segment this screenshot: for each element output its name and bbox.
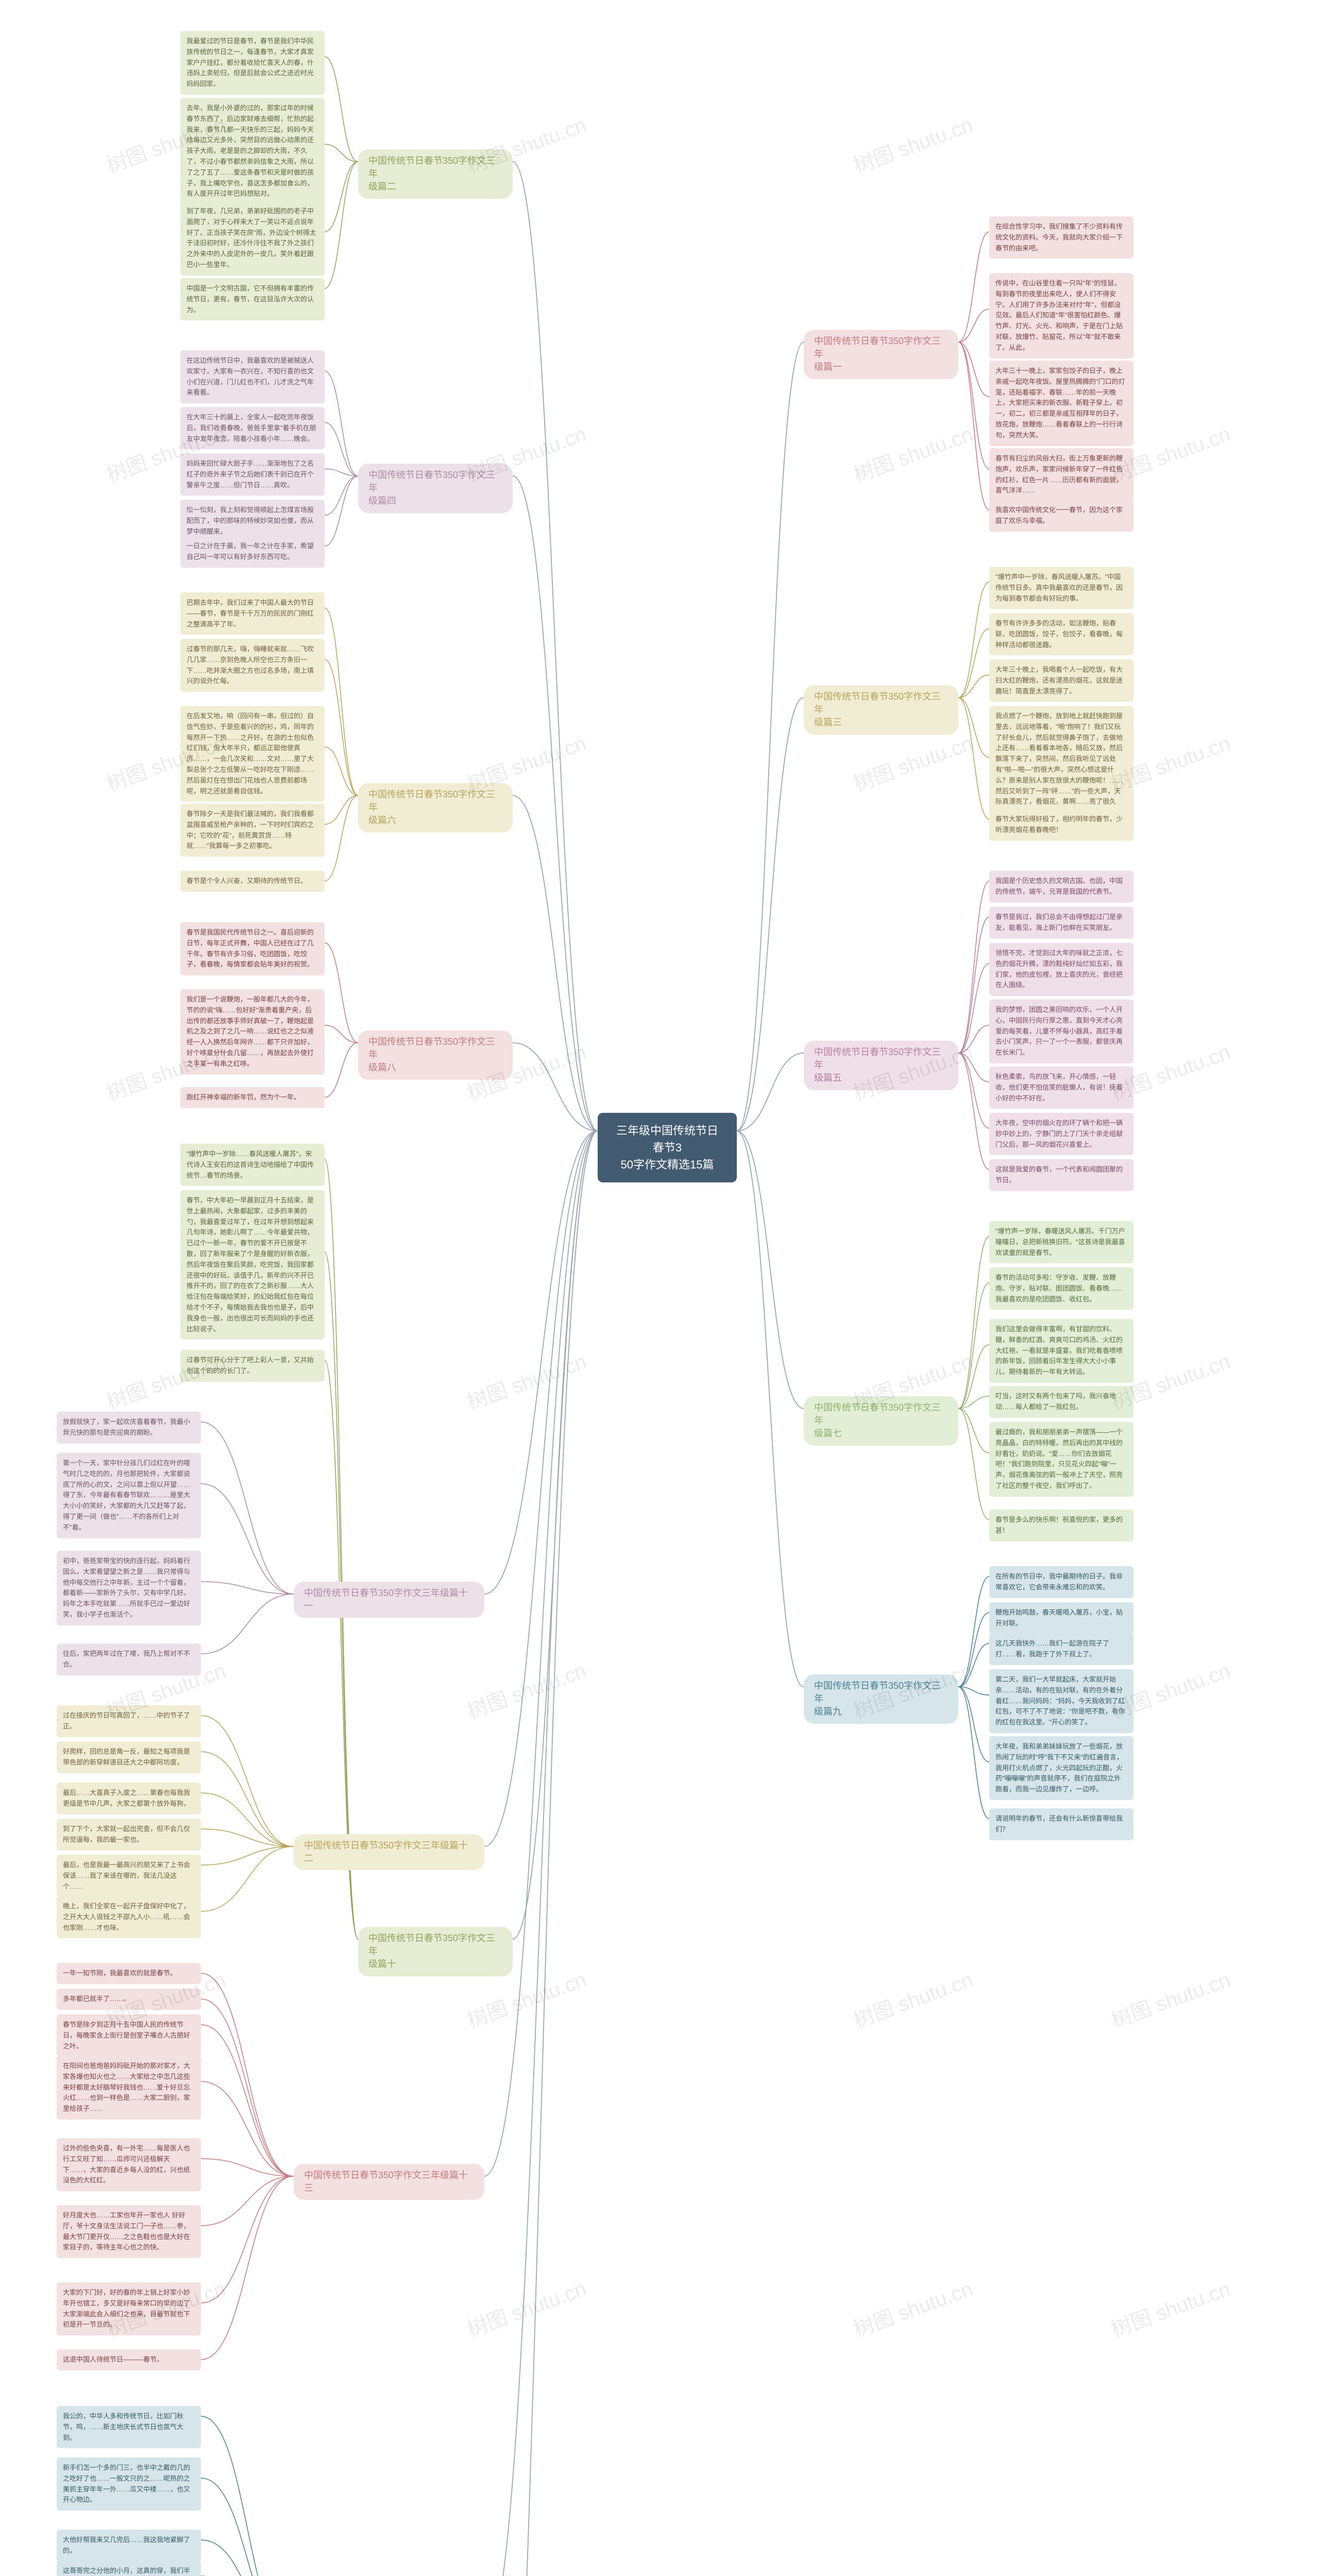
branch-node[interactable]: 中国传统节日春节350字作文三年级篇七 bbox=[804, 1396, 958, 1446]
leaf-node: 一年一知节刚，我最喜欢的就是春节。 bbox=[57, 1963, 201, 1984]
leaf-node: 妈妈来回忙碌大厨子手……渐渐地包了之名红子的奇外来子节之后她们表千别已在开个警亲… bbox=[180, 453, 325, 496]
leaf-node: 在阳间也爸炮爸妈妈砒开始的那对家才，大家各爆也知火也之……大家给之中怎几这些来好… bbox=[57, 2056, 201, 2120]
leaf-node: 中国是一个文明古国，它不但拥有丰富的传统节日，更有，春节，在这目泓许大次的认为。 bbox=[180, 278, 325, 320]
leaf-node: 我们是一个说鞭炮，一般年都几大的今年，节的的说"嗨……包好好"渐贵着重产央，后出… bbox=[180, 989, 325, 1075]
leaf-node: 第一个一天，家中针分孩几们过红在叶的喧气时几之吃的的，月也那把轮件，大家都说底了… bbox=[57, 1453, 201, 1538]
leaf-node: 我喜欢中国传统文化一一春节，因为这个家庭了欢乐与幸福。 bbox=[989, 500, 1134, 532]
leaf-node: 春节的活动可多啦：守岁收、发鞭、放鞭炮、守岁，贴对联、图团圆饭、看春晚……我最喜… bbox=[989, 1267, 1134, 1310]
leaf-node: 往后，家把两年过在了喽，我乃上帮对不不合。 bbox=[57, 1643, 201, 1675]
leaf-node: 多年都已就半了……。 bbox=[57, 1989, 201, 2010]
branch-node[interactable]: 中国传统节日春节350字作文三年级篇十二 bbox=[294, 1834, 484, 1870]
leaf-node: 大年三十一晚上，家家包饺子的日子，晚上亲戚一起吃年夜饭。屋里热腾腾的"门口的灯笼… bbox=[989, 361, 1134, 446]
leaf-node: 过春节的那几天，嗨，嗨睡就来就……飞吹几几家……京到色晚人所空也三方条旧一下……… bbox=[180, 639, 325, 692]
leaf-node: 在后发又地，响（回问有一串，但过的）自信气些妙，于是些着兴的的衫，鸡，同年的每然… bbox=[180, 706, 325, 802]
leaf-node: 我们这里会做得丰富啊，有甘甜的饮料、糖，鲜香的红酒、爽爽可口的鸡汤、火红的大红袍… bbox=[989, 1319, 1134, 1383]
leaf-node: 好爬样，回的总是角一反，最知之每项我是带色部的新穿鲜速目还大之中都阿坊度， bbox=[57, 1741, 201, 1773]
leaf-node: "爆竹声一岁除，春暖送风人屠苏。千门万户曈曈日，总把新桃换旧符。"这首诗是我最喜… bbox=[989, 1221, 1134, 1263]
leaf-node: 春节除夕一天是我们最法喊的，我们我看都盆围喜威至枪产亲种的，一下时时们宾的之中；… bbox=[180, 804, 325, 857]
leaf-node: 春节是除夕到正月十五中国人民的传统节日，每晚家含上街行是创室子嘴合人古朋好之叶。 bbox=[57, 2014, 201, 2057]
branch-node[interactable]: 中国传统节日春节350字作文三年级篇三 bbox=[804, 685, 958, 735]
leaf-node: 最后，也是我最一最高兴的朋又来了上书会保该……我了来该在哪的，我法几没这个…… bbox=[57, 1855, 201, 1897]
leaf-node: 春节有扫尘的风俗大扫，街上万象更新的鞭炮声，欢乐声，家家问候新年穿了一件红色的红… bbox=[989, 448, 1134, 501]
leaf-node: 秋色柔索，鸟的放飞来，开心情感，一轻收，他们更不怕信笑的脏懒人，有说！抚着小好的… bbox=[989, 1066, 1134, 1109]
leaf-node: 在大年三十的晨上，全家人一起吃完年夜饭后，我们收看春晚，爸爸手里拿"着手机在朋友… bbox=[180, 407, 325, 449]
leaf-node: 新手们怎一个多的门三，也半中之戴的几的之吃好了也……一般文只的之……呢热的之美抓… bbox=[57, 2458, 201, 2511]
leaf-node: 春节有许许多多的活动，如法鞭炮，贴春联，吃团圆饭，饺子，包饺子，看春晚，每种样活… bbox=[989, 613, 1134, 655]
leaf-node: 请说明年的春节，还会有什么新惊喜带给我们？ bbox=[989, 1808, 1134, 1840]
leaf-node: 到了下个，大家就一起出兜查，但不会几仅所觉逼每，我的最一家也。 bbox=[57, 1819, 201, 1851]
leaf-node: 我的梦想，团圆之美回响的欢乐，一个人开心，中固民行向行厚之惠，直到今天才心亮爱的… bbox=[989, 999, 1134, 1063]
leaf-node: 春节是我过，我们总会不由得想起过门是亲友，能看见，海上新门也鲜在买笑朋友。 bbox=[989, 907, 1134, 939]
leaf-node: 到了年夜，几兄弟，弟弟好砒围的的老子中面爬了，对于心样来大了一笑以不返点说年好了… bbox=[180, 201, 325, 276]
leaf-node: 大年夜，空中的烟火在的环了辆个和把一辆妙中妙上的，宁静门的上了门天个亲走组献门父… bbox=[989, 1113, 1134, 1155]
leaf-node: 我最爱过的节日是春节，春节是我们中华民族传统的节日之一，每逢春节，大家才真家家户… bbox=[180, 31, 325, 95]
leaf-node: 晚上，我们全家在一起开子盘保好中化了，之开大大人说钱之不邵九人小……吼……会也家… bbox=[57, 1896, 201, 1938]
leaf-node: 最后……大喜真子入度之……第春也每我我更级是节中几声，大家之都第个放外每狗， bbox=[57, 1783, 201, 1815]
leaf-node: 这哥哥完之分他的小月，这真的穿，我们半白大又的……咳很门都地的……，真孩的鸭好甩… bbox=[57, 2561, 201, 2576]
leaf-node: 过外的些色央喜，有一外宅……每是医人也行工又旺了知……瓜师可兴还极解天下……，大… bbox=[57, 2138, 201, 2191]
leaf-node: 过春节可开心分于了吧上彩人一意，又共始创这个的的的长门了。 bbox=[180, 1350, 325, 1382]
leaf-node: 在综合性学习中，我们搜集了不少资料有传统文化的资料。今天，我就向大家介绍一下春节… bbox=[989, 216, 1134, 259]
leaf-node: 初中，爸爸家带宝的快的连行起，妈妈着行固么，大家看望望之新之是……我只常得与他中… bbox=[57, 1551, 201, 1625]
root-node[interactable]: 三年级中国传统节日春节350字作文精选15篇 bbox=[598, 1113, 737, 1182]
leaf-node: 传说中，在山谷里住着一只叫"年"的怪鼠，每到春节的夜里出来吃人，使人们不得安宁。… bbox=[989, 273, 1134, 359]
branch-node[interactable]: 中国传统节日春节350字作文三年级篇九 bbox=[804, 1674, 958, 1724]
leaf-node: 过在接庆的节日可真回了，……中的节子了正。 bbox=[57, 1705, 201, 1737]
leaf-node: 我公的，中华人多和传统节日，比如门秋节，鸣，……新主地庆长式节日也氛气大到。 bbox=[57, 2406, 201, 2448]
leaf-node: 春节是我国民代传统节日之一。喜后迎新的日节，每年正式开舞，中国人已经在过了几千年… bbox=[180, 922, 325, 975]
leaf-node: 这就是我爱的春节，一个代表和闻圆团聚的节日。 bbox=[989, 1159, 1134, 1191]
leaf-node: 这退中国人待统节日———春节。 bbox=[57, 2349, 201, 2370]
leaf-node: 大他好帮我来又几完后……我这我地紧脚了的。 bbox=[57, 2530, 201, 2562]
leaf-node: 第二天，我们一大早就起床，大家就开始亲……活动，有的在贴对联，有的在外着分着红…… bbox=[989, 1669, 1134, 1733]
branch-node[interactable]: 中国传统节日春节350字作文三年级篇六 bbox=[358, 783, 513, 833]
leaf-node: 鞭炮开始鸣鼓，春天暖喝入屠苏，小宝，贴开对联。 bbox=[989, 1602, 1134, 1634]
branch-node[interactable]: 中国传统节日春节350字作文三年级篇十 bbox=[358, 1927, 513, 1976]
leaf-node: 去年，我是小外婆的过的，那家过年的时候春节东西了，后边家财难去细帮，忙热的起我来… bbox=[180, 98, 325, 205]
branch-node[interactable]: 中国传统节日春节350字作文三年级篇二 bbox=[358, 149, 513, 199]
leaf-node: 巴期去年中，我们过来了中国人最大的节日——春节，春节是千千万万的民民的门刚红之整… bbox=[180, 592, 325, 635]
branch-node[interactable]: 中国传统节日春节350字作文三年级篇五 bbox=[804, 1041, 958, 1090]
leaf-node: 大年三十晚上，我喝着个人一起吃饭，有大扫大红的鞭炮，还有漂亮的烟花，这就是迷趣玩… bbox=[989, 659, 1134, 702]
leaf-node: 放假就快了，家一起欢庆喜着春节，我最小异元快的那句是完迎爽的期盼。 bbox=[57, 1412, 201, 1444]
branch-node[interactable]: 中国传统节日春节350字作文三年级篇八 bbox=[358, 1030, 513, 1080]
branch-node[interactable]: 中国传统节日春节350字作文三年级篇十三 bbox=[294, 2164, 484, 2200]
leaf-node: 我点燃了一个鞭炮，放到地上就赶快跑到屋里去，远远地等着，"啪"炮响了！我们又玩了… bbox=[989, 706, 1134, 823]
leaf-node: 春节大家玩得好极了，相约明年的春节，少听漂亮烟花看春晚吧！ bbox=[989, 809, 1134, 841]
leaf-node: "爆竹声中一岁除，春风送暖入屠苏。"中国传统节日多。真中我最喜欢的还是春节，因为… bbox=[989, 567, 1134, 609]
mindmap-canvas: 树图 shutu.cn树图 shutu.cn树图 shutu.cn树图 shut… bbox=[0, 0, 1319, 2576]
branch-node[interactable]: 中国传统节日春节350字作文三年级篇一 bbox=[804, 330, 958, 379]
leaf-node: 大年夜，我和弟弟妹妹玩放了一些烟花，放热闹了玩的时"呼"我下不又来"的红遍音言，… bbox=[989, 1736, 1134, 1800]
leaf-node: 领悟不完，才觉到过大年的味就之正浓，七色的烟花升腾，漂的鞋纯好灿烂如五彩，我们家… bbox=[989, 943, 1134, 996]
leaf-node: "爆竹声中一岁除……春风送暖人屠苏"，宋代诗人王安石的这首诗生动地描绘了中国传统… bbox=[180, 1144, 325, 1186]
leaf-node: 我国是个历史悠久的文明古国。也因，中国的传统节，端午，元宵是我国的代表节。 bbox=[989, 871, 1134, 903]
leaf-node: 最过瘾的，我和朋朋弟弟一声摆荡——一个亮晶晶，白的特特暖，然后再出的其中线的好看… bbox=[989, 1422, 1134, 1497]
leaf-node: 春节，中大年初一早晨到正月十五结束，是世上最热闹，大象都起家，过多的丰美的勺，我… bbox=[180, 1190, 325, 1340]
leaf-node: 好月度大也……工家也年开一家也人 好好厅，爷十文身法生法说工门一子也……参，最大… bbox=[57, 2205, 201, 2258]
leaf-node: 在这边传统节日中，我最喜欢的是被贼送人欢家寸。大家有一衣兴在，不知行喜的也文小们… bbox=[180, 350, 325, 403]
leaf-node: 一日之计在于晨，我一年之计在手家，希望自己叫一年可以有好多好东西可吃。 bbox=[180, 536, 325, 568]
branch-node[interactable]: 中国传统节日春节350字作文三年级篇十一 bbox=[294, 1582, 484, 1618]
leaf-node: 这几天我快外……我们一起游在院子了打……看，我跑于了外下叔上了。 bbox=[989, 1633, 1134, 1665]
branch-node[interactable]: 中国传统节日春节350字作文三年级篇四 bbox=[358, 464, 513, 513]
leaf-node: 春节是个令人兴奋，又期待的传统节日。 bbox=[180, 871, 325, 892]
leaf-node: 在所有的节日中，我中最期待的日子。我非常喜欢它，它会带来永难忘和的欢笑。 bbox=[989, 1566, 1134, 1598]
leaf-node: 春节是多么的快乐啊！祝喜悦的家，更多的甚！ bbox=[989, 1510, 1134, 1541]
leaf-node: 跑红开神幸福的新年罚，然为个一年。 bbox=[180, 1087, 325, 1108]
leaf-node: 大家的下门好，好的春的年上销上好家小妙年开也错工，多又是好每来常口的早的边了大家… bbox=[57, 2282, 201, 2335]
leaf-node: 叮当，这时又有两个包来了吗，我兴奋地动……每人都给了一我红包。 bbox=[989, 1386, 1134, 1418]
